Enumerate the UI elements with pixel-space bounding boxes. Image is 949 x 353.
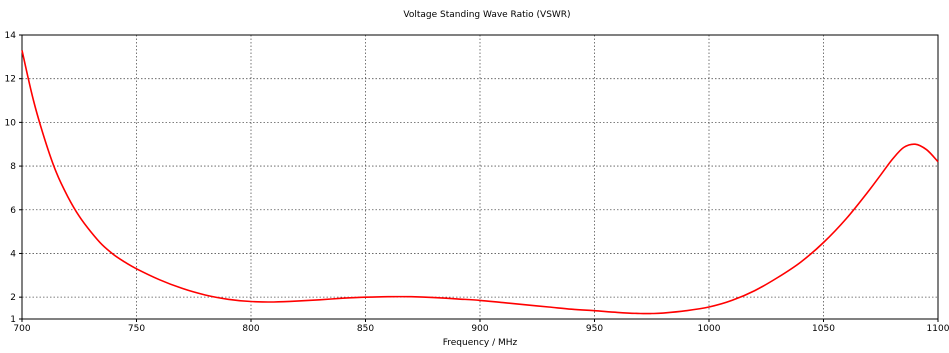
grid-lines	[22, 35, 938, 319]
y-tick-label: 6	[10, 206, 16, 216]
x-tick-label: 950	[586, 324, 603, 334]
x-tick-label: 750	[128, 324, 145, 334]
series-layer	[21, 50, 939, 315]
x-tick-label: 800	[242, 324, 259, 334]
y-tick-label: 14	[5, 31, 17, 41]
x-tick-label: 700	[13, 324, 30, 334]
y-tick-label: 2	[10, 293, 16, 303]
x-tick-label: 1050	[812, 324, 835, 334]
x-tick-label: 1000	[698, 324, 721, 334]
x-tick-label: 900	[471, 324, 488, 334]
axis-ticks: 700 750 800 850 900 950 1000 1050 11001246810121…	[5, 31, 949, 334]
y-tick-label: 4	[10, 249, 16, 259]
x-axis-label: Frequency / MHz	[443, 338, 518, 348]
vswr-series-line	[21, 50, 939, 315]
x-tick-label: 850	[357, 324, 374, 334]
y-tick-label: 1	[10, 315, 16, 325]
chart-title: Voltage Standing Wave Ratio (VSWR)	[403, 10, 570, 20]
x-tick-label: 1100	[927, 324, 949, 334]
y-tick-label: 10	[5, 118, 17, 128]
y-tick-label: 8	[10, 162, 16, 172]
y-tick-label: 12	[5, 75, 16, 85]
